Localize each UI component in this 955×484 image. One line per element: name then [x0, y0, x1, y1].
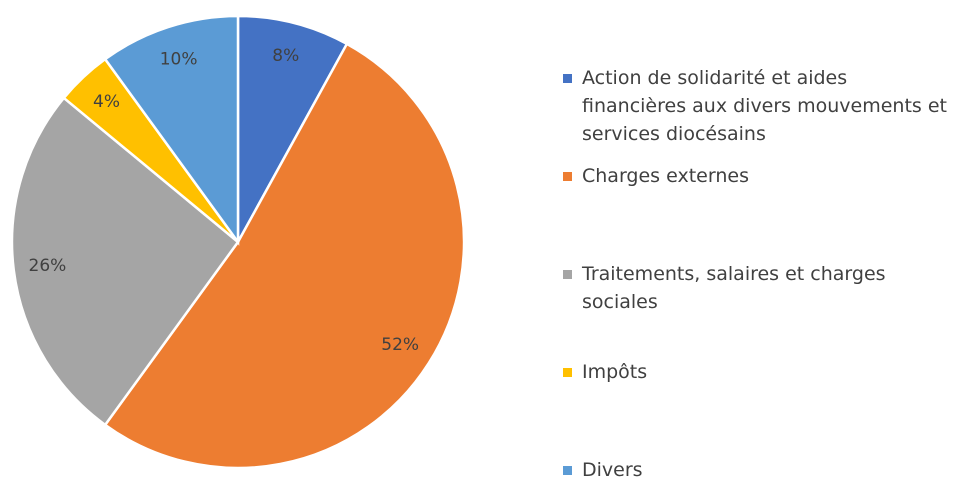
- legend-label: Action de solidarité et aides financière…: [582, 67, 947, 145]
- legend-swatch: [563, 74, 572, 83]
- pie-slice: [103, 14, 240, 246]
- data-label: 52%: [381, 335, 419, 355]
- legend-label: Charges externes: [582, 165, 749, 187]
- pie-slice: [236, 14, 349, 243]
- legend-label: Traitements, salaires et charges sociale…: [582, 263, 886, 313]
- legend-swatch: [563, 466, 572, 475]
- data-label: 26%: [29, 256, 67, 276]
- data-label: 10%: [160, 49, 198, 69]
- legend-label: Divers: [582, 459, 643, 481]
- legend-swatch: [563, 270, 572, 279]
- pie-area: 8% 52% 26% 4% 10%: [10, 14, 466, 470]
- pie-slice: [103, 42, 466, 470]
- legend-swatch: [563, 172, 572, 181]
- pie-slice: [10, 96, 240, 427]
- legend-label: Impôts: [582, 361, 648, 383]
- data-label: 4%: [93, 92, 120, 112]
- legend-swatch: [563, 368, 572, 377]
- data-label: 8%: [272, 46, 299, 66]
